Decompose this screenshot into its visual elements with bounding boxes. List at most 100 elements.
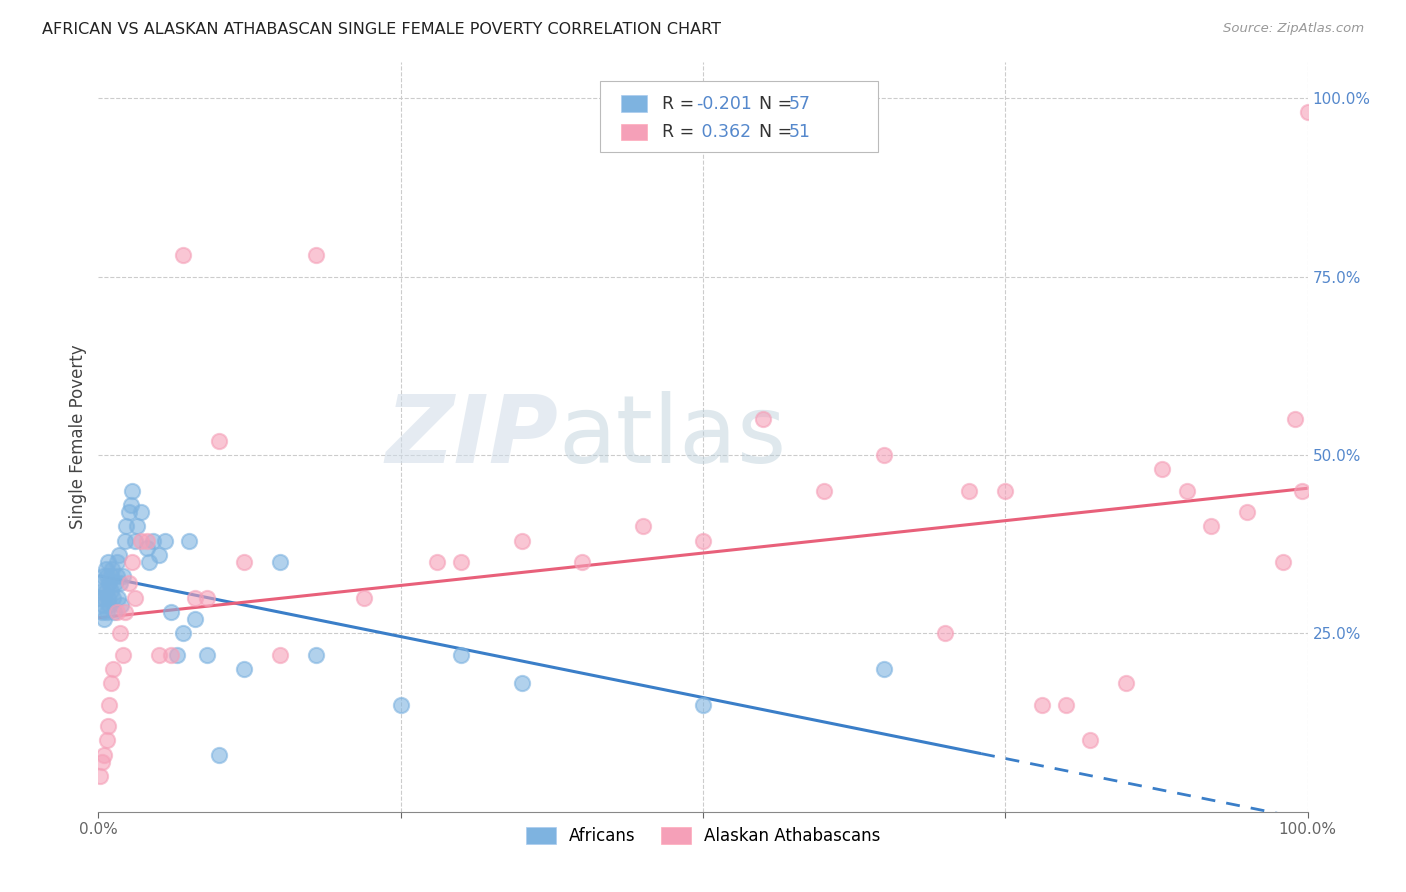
Point [135, 533, 157, 548]
Point [108, 626, 131, 640]
Point [91, 755, 114, 769]
Point [111, 648, 134, 662]
Text: N =: N = [748, 95, 797, 112]
Point [172, 626, 194, 640]
Text: Source: ZipAtlas.com: Source: ZipAtlas.com [1223, 22, 1364, 36]
Point [91, 605, 114, 619]
Point [510, 676, 533, 690]
Point [873, 662, 896, 676]
Point [91, 569, 114, 583]
Point [305, 248, 328, 262]
Point [121, 555, 143, 569]
Point [120, 498, 142, 512]
Point [93, 747, 115, 762]
Point [100, 583, 122, 598]
Point [101, 591, 124, 605]
Point [934, 626, 956, 640]
Point [97, 555, 120, 569]
Point [127, 519, 149, 533]
Point [100, 562, 122, 576]
Point [91, 583, 114, 598]
Point [98, 698, 121, 712]
Point [232, 662, 254, 676]
Text: 51: 51 [789, 123, 811, 141]
Point [510, 533, 533, 548]
Point [104, 576, 127, 591]
Bar [621, 95, 647, 112]
Point [450, 555, 472, 569]
Text: 57: 57 [789, 95, 811, 112]
Point [692, 533, 714, 548]
Point [184, 612, 207, 626]
Point [89, 769, 111, 783]
Point [96, 569, 118, 583]
Point [115, 519, 138, 533]
Point [1152, 462, 1174, 476]
Point [89, 591, 111, 605]
Point [114, 533, 136, 548]
Point [353, 591, 375, 605]
Point [232, 555, 254, 569]
Point [172, 248, 194, 262]
Point [121, 483, 143, 498]
Point [111, 569, 134, 583]
Point [114, 605, 136, 619]
Point [105, 605, 128, 619]
Point [91, 598, 114, 612]
Point [1031, 698, 1053, 712]
Point [96, 605, 118, 619]
Point [93, 591, 115, 605]
Point [179, 533, 201, 548]
Point [153, 533, 176, 548]
Point [105, 569, 128, 583]
Point [1078, 733, 1101, 747]
Point [148, 548, 170, 562]
Text: atlas: atlas [558, 391, 786, 483]
Point [103, 605, 125, 619]
Point [160, 648, 183, 662]
Point [108, 576, 131, 591]
Point [1272, 555, 1295, 569]
Point [1054, 698, 1077, 712]
Point [98, 576, 121, 591]
Point [108, 548, 131, 562]
Point [101, 662, 124, 676]
Point [184, 591, 207, 605]
Point [100, 676, 122, 690]
Point [1115, 676, 1137, 690]
Bar [621, 124, 647, 140]
Y-axis label: Single Female Poverty: Single Female Poverty [69, 345, 87, 529]
Point [195, 648, 218, 662]
Legend: Africans, Alaskan Athabascans: Africans, Alaskan Athabascans [519, 821, 887, 852]
Point [631, 519, 654, 533]
FancyBboxPatch shape [600, 81, 879, 153]
Point [450, 648, 472, 662]
Point [160, 605, 183, 619]
Point [269, 555, 291, 569]
Point [118, 576, 141, 591]
Point [195, 591, 218, 605]
Point [813, 483, 835, 498]
Point [208, 747, 231, 762]
Text: R =: R = [662, 123, 700, 141]
Point [1284, 412, 1306, 426]
Point [148, 648, 170, 662]
Point [692, 698, 714, 712]
Point [105, 555, 128, 569]
Point [107, 591, 129, 605]
Point [90, 576, 112, 591]
Point [389, 698, 412, 712]
Point [873, 448, 896, 462]
Point [100, 569, 122, 583]
Point [124, 533, 146, 548]
Point [957, 483, 980, 498]
Point [129, 505, 152, 519]
Point [97, 591, 120, 605]
Point [94, 562, 117, 576]
Text: R =: R = [662, 95, 700, 112]
Text: 0.362: 0.362 [696, 123, 751, 141]
Point [124, 591, 146, 605]
Point [1175, 483, 1198, 498]
Text: AFRICAN VS ALASKAN ATHABASCAN SINGLE FEMALE POVERTY CORRELATION CHART: AFRICAN VS ALASKAN ATHABASCAN SINGLE FEM… [42, 22, 721, 37]
Text: N =: N = [748, 123, 797, 141]
